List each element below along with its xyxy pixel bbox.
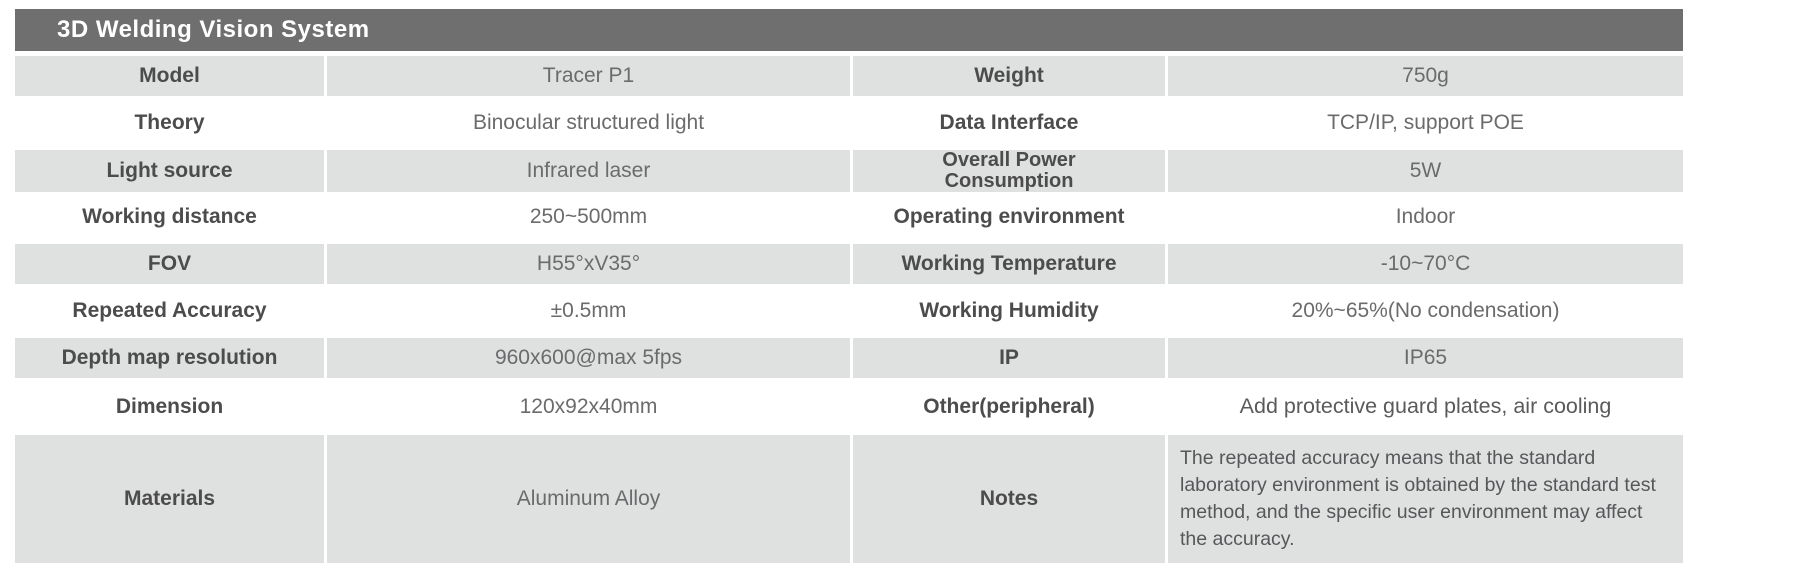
spec-row-fov-temperature: FOV H55°xV35° Working Temperature -10~70… <box>15 244 1683 284</box>
spec-value: TCP/IP, support POE <box>1327 111 1524 134</box>
spec-label-cell: Notes <box>850 435 1165 563</box>
spec-label: FOV <box>147 252 192 275</box>
spec-value-cell: Aluminum Alloy <box>324 435 850 563</box>
spec-label: IP <box>999 346 1019 369</box>
spec-label-cell: Operating environment <box>850 190 1165 244</box>
spec-value-cell: 120x92x40mm <box>324 378 850 435</box>
spec-value-cell: 20%~65%(No condensation) <box>1165 284 1683 338</box>
spec-value: Infrared laser <box>526 159 651 182</box>
spec-row-dimension-other: Dimension 120x92x40mm Other(peripheral) … <box>15 378 1683 435</box>
spec-label: Dimension <box>115 394 224 418</box>
spec-value-cell: Indoor <box>1165 190 1683 244</box>
spec-label-cell: Materials <box>15 435 324 563</box>
spec-value-cell: 250~500mm <box>324 190 850 244</box>
spec-row-materials-notes: Materials Aluminum Alloy Notes The repea… <box>15 435 1683 563</box>
spec-value-cell: TCP/IP, support POE <box>1165 96 1683 150</box>
spec-sheet: 3D Welding Vision System Model Tracer P1… <box>15 9 1683 563</box>
spec-label: Overall Power Consumption <box>942 149 1076 192</box>
spec-value-cell: Add protective guard plates, air cooling <box>1165 378 1683 435</box>
spec-value-cell: 750g <box>1165 56 1683 96</box>
spec-value: 5W <box>1409 159 1442 182</box>
spec-label: Working Temperature <box>901 252 1117 275</box>
spec-value: Tracer P1 <box>542 64 635 87</box>
spec-row-model-weight: Model Tracer P1 Weight 750g <box>15 56 1683 96</box>
spec-value: ±0.5mm <box>550 299 627 322</box>
spec-label: Depth map resolution <box>61 346 278 369</box>
spec-value: 120x92x40mm <box>519 394 658 418</box>
spec-value: 960x600@max 5fps <box>494 346 683 369</box>
spec-label-cell: Working distance <box>15 190 324 244</box>
spec-label-cell: Theory <box>15 96 324 150</box>
spec-label-cell: Repeated Accuracy <box>15 284 324 338</box>
page-title: 3D Welding Vision System <box>57 16 370 43</box>
spec-value-cell: -10~70°C <box>1165 244 1683 284</box>
spec-row-theory-interface: Theory Binocular structured light Data I… <box>15 96 1683 150</box>
spec-value: 750g <box>1402 64 1449 87</box>
spec-row-accuracy-humidity: Repeated Accuracy ±0.5mm Working Humidit… <box>15 284 1683 338</box>
spec-label: Operating environment <box>893 205 1125 228</box>
spec-label-cell: Data Interface <box>850 96 1165 150</box>
spec-label-cell: Working Humidity <box>850 284 1165 338</box>
spec-label: Materials <box>123 487 216 510</box>
spec-label: Light source <box>106 159 233 182</box>
spec-label-cell: Light source <box>15 150 324 192</box>
spec-label-cell: FOV <box>15 244 324 284</box>
spec-label-cell: Dimension <box>15 378 324 435</box>
spec-value-cell: Binocular structured light <box>324 96 850 150</box>
spec-value-cell: Tracer P1 <box>324 56 850 96</box>
spec-label: Data Interface <box>939 111 1079 134</box>
spec-label-cell: Overall Power Consumption <box>850 150 1165 192</box>
spec-label: Other(peripheral) <box>923 394 1095 418</box>
spec-label: Weight <box>974 64 1044 87</box>
spec-value: H55°xV35° <box>536 252 641 275</box>
spec-value-cell: 960x600@max 5fps <box>324 338 850 378</box>
spec-value: Add protective guard plates, air cooling <box>1239 394 1612 418</box>
spec-value-cell: 5W <box>1165 150 1683 192</box>
spec-value-cell: ±0.5mm <box>324 284 850 338</box>
spec-label: Theory <box>134 111 205 134</box>
spec-label-cell: Working Temperature <box>850 244 1165 284</box>
spec-label-cell: IP <box>850 338 1165 378</box>
spec-value: Aluminum Alloy <box>516 487 661 510</box>
spec-rows: Model Tracer P1 Weight 750g Theory Binoc… <box>15 56 1683 563</box>
notes-text: The repeated accuracy means that the sta… <box>1180 447 1656 550</box>
notes-value-cell: The repeated accuracy means that the sta… <box>1165 435 1683 563</box>
spec-value: IP65 <box>1403 346 1448 369</box>
spec-value-cell: H55°xV35° <box>324 244 850 284</box>
spec-value-cell: Infrared laser <box>324 150 850 192</box>
spec-value: -10~70°C <box>1380 252 1471 275</box>
spec-label-cell: Model <box>15 56 324 96</box>
spec-value: Binocular structured light <box>472 111 705 134</box>
spec-value: 250~500mm <box>529 205 648 228</box>
spec-label: Working distance <box>82 205 257 228</box>
spec-row-distance-environment: Working distance 250~500mm Operating env… <box>15 190 1683 244</box>
spec-label: Repeated Accuracy <box>72 299 267 322</box>
spec-row-lightsource-power: Light source Infrared laser Overall Powe… <box>15 150 1683 192</box>
spec-value-cell: IP65 <box>1165 338 1683 378</box>
spec-label-cell: Depth map resolution <box>15 338 324 378</box>
spec-value: 20%~65%(No condensation) <box>1291 299 1560 322</box>
spec-label-cell: Weight <box>850 56 1165 96</box>
spec-label: Working Humidity <box>919 299 1099 322</box>
table-header-bar: 3D Welding Vision System <box>15 9 1683 51</box>
spec-row-resolution-ip: Depth map resolution 960x600@max 5fps IP… <box>15 338 1683 378</box>
spec-label: Model <box>139 64 200 87</box>
spec-label-cell: Other(peripheral) <box>850 378 1165 435</box>
spec-label: Notes <box>979 487 1039 510</box>
spec-value: Indoor <box>1395 205 1456 228</box>
